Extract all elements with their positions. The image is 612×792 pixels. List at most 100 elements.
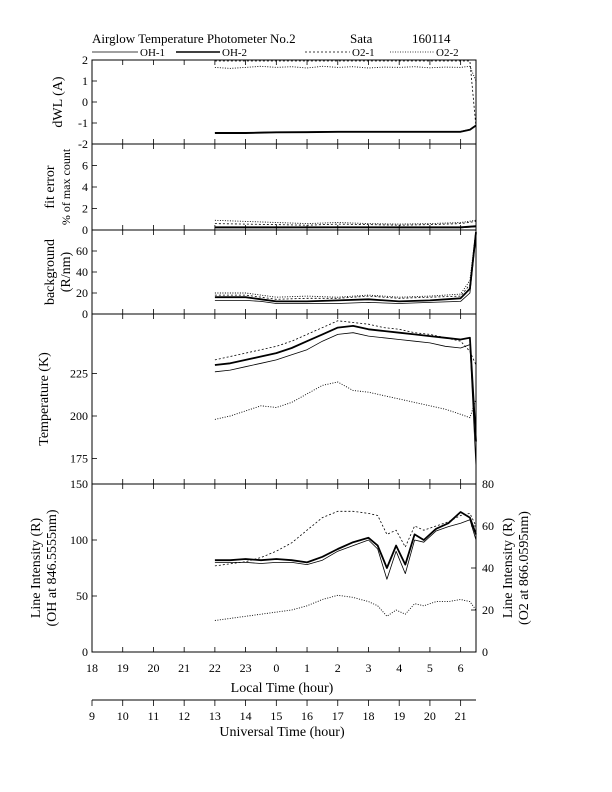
panel-background: 60 40 20 0 background (R/nm): [43, 229, 477, 321]
local-time-tick-label: 5: [427, 661, 433, 675]
y-tick-label: 6: [82, 159, 88, 173]
y-tick-label: 0: [82, 223, 88, 237]
series-line-o2-2: [214, 219, 477, 225]
panel-frame: [91, 313, 477, 485]
series-line-o2-1: [214, 320, 477, 366]
local-time-tick-label: 0: [273, 661, 279, 675]
local-time-tick-label: 23: [240, 661, 252, 675]
series-line-o2-2: [214, 381, 477, 420]
local-time-tick-label: 19: [117, 661, 129, 675]
series-line-o2-1: [214, 229, 477, 300]
y-tick-label: 40: [76, 265, 88, 279]
series-line-oh-2: [214, 511, 477, 569]
local-time-tick-label: 1: [304, 661, 310, 675]
y-tick-label: 0: [82, 645, 88, 659]
universal-time-tick-label: 12: [178, 709, 190, 723]
y-tick-label: 0: [82, 95, 88, 109]
local-time-tick-label: 20: [147, 661, 159, 675]
series-line-o2-2: [214, 65, 477, 82]
y-axis-sublabel: (R/nm): [59, 251, 74, 292]
universal-time-axis: 9 10 11 12 13 14 15 16 17 18 19 20 21: [89, 699, 476, 723]
figure-title: Airglow Temperature Photometer No.2: [92, 31, 296, 46]
series-line-oh-2: [214, 232, 477, 303]
y-right-tick-label: 40: [482, 561, 494, 575]
y-right-tick-label: 60: [482, 519, 494, 533]
series-line-oh-2: [214, 225, 477, 229]
universal-time-tick-label: 19: [393, 709, 405, 723]
series-line-o2-2: [214, 229, 477, 298]
legend-oh2: OH-2: [222, 47, 247, 59]
local-time-tick-label: 2: [335, 661, 341, 675]
panel-frame: [91, 143, 477, 231]
series-line-oh-1: [214, 519, 477, 580]
local-time-tick-label: 6: [458, 661, 464, 675]
y-tick-label: 60: [76, 244, 88, 258]
series-line-o2-1: [214, 60, 477, 128]
universal-time-tick-label: 16: [301, 709, 313, 723]
y-axis-label: Temperature (K): [37, 352, 52, 446]
y-right-axis-sublabel: (O2 at 866.0595nm): [517, 511, 532, 625]
y-tick-label: -2: [78, 137, 88, 151]
series-line-oh-2: [214, 324, 477, 442]
legend: OH-1 OH-2 O2-1 O2-2: [92, 47, 459, 59]
y-tick-label: 1: [82, 74, 88, 88]
figure-date: 160114: [412, 31, 451, 46]
y-right-tick-label: 80: [482, 477, 494, 491]
local-time-tick-label: 21: [178, 661, 190, 675]
y-tick-label: 4: [82, 180, 88, 194]
series-line-oh-1: [214, 235, 477, 304]
y-tick-label: 100: [70, 533, 88, 547]
y-right-axis-label: Line Intensity (R): [501, 518, 516, 619]
local-time-label: Local Time (hour): [231, 681, 334, 696]
y-tick-label: 2: [82, 53, 88, 67]
y-axis-label: fit error: [43, 165, 58, 208]
universal-time-tick-label: 18: [362, 709, 374, 723]
series-line-o2-1: [214, 510, 477, 567]
universal-time-label: Universal Time (hour): [219, 725, 345, 740]
y-axis-label: Line Intensity (R): [29, 518, 44, 619]
universal-time-tick-label: 9: [89, 709, 95, 723]
y-axis-label: dWL (A): [51, 76, 66, 128]
panel-fit-error: 6 4 2 0 fit error% of max count: [43, 143, 477, 237]
y-tick-label: 0: [82, 307, 88, 321]
legend-o22: O2-2: [436, 47, 459, 59]
y-tick-label: 175: [70, 452, 88, 466]
universal-time-tick-label: 20: [424, 709, 436, 723]
panel-dWL: 2 1 0 -1 -2 dWL (A): [51, 53, 477, 151]
y-tick-label: 2: [82, 202, 88, 216]
local-time-tick-label: 18: [86, 661, 98, 675]
legend-oh1: OH-1: [140, 47, 165, 59]
y-tick-label: 200: [70, 409, 88, 423]
universal-time-tick-label: 10: [117, 709, 129, 723]
universal-time-tick-label: 11: [148, 709, 160, 723]
y-right-tick-label: 20: [482, 603, 494, 617]
y-axis-sublabel: % of max count: [59, 148, 73, 225]
y-right-tick-label: 0: [482, 645, 488, 659]
y-axis-sublabel: (OH at 846.5555nm): [45, 509, 60, 626]
local-time-tick-label: 4: [396, 661, 402, 675]
y-tick-label: 50: [76, 589, 88, 603]
universal-time-tick-label: 17: [332, 709, 344, 723]
site-name: Sata: [350, 31, 373, 46]
y-tick-label: -1: [78, 116, 88, 130]
universal-time-tick-label: 21: [455, 709, 467, 723]
series-line-oh-1: [214, 332, 477, 468]
universal-time-tick-label: 13: [209, 709, 221, 723]
universal-time-tick-label: 15: [270, 709, 282, 723]
universal-time-tick-label: 14: [240, 709, 252, 723]
y-axis-label: background: [43, 239, 58, 305]
panel-frame: [91, 483, 477, 653]
panel-temperature: 225 200 175 Temperature (K): [37, 313, 477, 485]
legend-o21: O2-1: [352, 47, 375, 59]
local-time-tick-label: 22: [209, 661, 221, 675]
series-line-oh-2: [214, 124, 477, 135]
y-tick-label: 150: [70, 477, 88, 491]
y-tick-label: 225: [70, 367, 88, 381]
y-tick-label: 20: [76, 286, 88, 300]
local-time-axis: 18 19 20 21 22 23 0 1 2 3 4 5 6: [86, 661, 464, 675]
local-time-tick-label: 3: [365, 661, 371, 675]
series-line-o2-1: [214, 221, 477, 226]
series-line-o2-2: [214, 594, 477, 621]
